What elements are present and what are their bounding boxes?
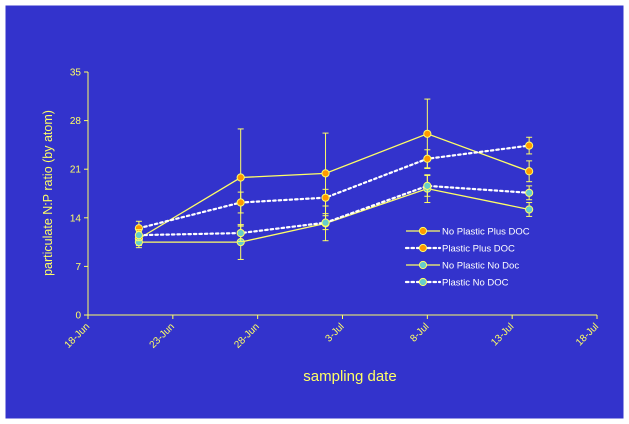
legend-entry: No Plastic Plus DOC [406, 227, 530, 238]
data-point [525, 188, 534, 197]
series-layer [134, 98, 534, 260]
y-tick-label: 21 [70, 165, 82, 176]
y-tick-label: 35 [70, 68, 82, 79]
y-axis-title: particulate N:P ratio (by atom) [41, 110, 55, 276]
legend-label: No Plastic No Doc [442, 261, 519, 272]
data-point [236, 173, 245, 182]
legend-label: Plastic Plus DOC [442, 244, 515, 255]
data-point [525, 141, 534, 150]
y-tick-label: 28 [70, 116, 82, 127]
data-point [321, 218, 330, 227]
data-point [423, 129, 432, 138]
data-point [525, 167, 534, 176]
x-axis-title: sampling date [303, 368, 396, 385]
y-tick-label: 0 [75, 311, 81, 322]
data-point [134, 231, 143, 240]
data-point [423, 154, 432, 163]
legend-entry: Plastic No DOC [404, 277, 509, 289]
data-point [236, 198, 245, 207]
legend-label: Plastic No DOC [442, 278, 509, 289]
legend-marker-swatch [418, 243, 428, 253]
data-point [321, 193, 330, 202]
y-tick-label: 7 [75, 262, 81, 273]
data-point [423, 181, 432, 190]
legend-marker-swatch [418, 277, 428, 287]
legend-marker-swatch [418, 226, 428, 236]
legend: No Plastic Plus DOC Plastic Plus DOC No Pl… [404, 227, 530, 289]
series-4 [134, 174, 534, 242]
legend-entry: Plastic Plus DOC [404, 243, 515, 255]
legend-marker-swatch [418, 260, 428, 270]
legend-entry: No Plastic No Doc [406, 261, 519, 272]
data-point [525, 205, 534, 214]
data-point [236, 228, 245, 238]
legend-label: No Plastic Plus DOC [442, 227, 530, 238]
data-point [321, 169, 330, 178]
chart-background [4, 4, 625, 420]
y-tick-label: 14 [70, 213, 82, 224]
